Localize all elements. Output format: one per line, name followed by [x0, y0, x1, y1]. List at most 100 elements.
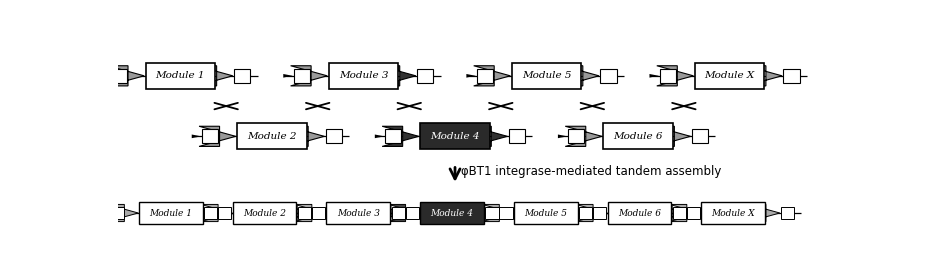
- Bar: [420, 202, 483, 224]
- Bar: [326, 129, 342, 143]
- Bar: [391, 207, 404, 219]
- Bar: [202, 129, 218, 143]
- Bar: [691, 129, 707, 143]
- Polygon shape: [424, 74, 433, 78]
- Bar: [237, 123, 307, 149]
- Polygon shape: [515, 134, 525, 138]
- Text: Module 3: Module 3: [336, 209, 379, 217]
- Polygon shape: [242, 74, 251, 78]
- Bar: [294, 69, 310, 83]
- Polygon shape: [332, 134, 343, 138]
- Text: φBT1 integrase-mediated tandem assembly: φBT1 integrase-mediated tandem assembly: [461, 165, 720, 178]
- Text: Module 2: Module 2: [243, 209, 286, 217]
- Polygon shape: [503, 211, 513, 215]
- Polygon shape: [199, 126, 235, 146]
- Bar: [599, 69, 615, 83]
- Bar: [498, 207, 512, 219]
- Text: Module 6: Module 6: [617, 209, 661, 217]
- Polygon shape: [375, 134, 384, 138]
- Text: Module 4: Module 4: [430, 132, 480, 141]
- Polygon shape: [381, 211, 391, 215]
- Polygon shape: [690, 211, 700, 215]
- Text: Module 1: Module 1: [156, 71, 205, 80]
- Polygon shape: [381, 126, 418, 146]
- Bar: [476, 69, 492, 83]
- Text: Module 2: Module 2: [247, 132, 296, 141]
- Bar: [297, 207, 311, 219]
- Bar: [417, 69, 433, 83]
- Polygon shape: [562, 66, 598, 86]
- Polygon shape: [790, 74, 800, 78]
- Text: Module 5: Module 5: [521, 71, 571, 80]
- Bar: [512, 63, 581, 89]
- Bar: [485, 207, 498, 219]
- Text: Module X: Module X: [704, 71, 754, 80]
- Polygon shape: [388, 204, 419, 222]
- Polygon shape: [410, 211, 419, 215]
- Polygon shape: [287, 126, 324, 146]
- Polygon shape: [379, 66, 415, 86]
- Bar: [783, 69, 799, 83]
- Polygon shape: [287, 211, 296, 215]
- Polygon shape: [100, 211, 110, 215]
- Polygon shape: [653, 126, 690, 146]
- Bar: [312, 207, 325, 219]
- Bar: [405, 207, 418, 219]
- Bar: [659, 69, 675, 83]
- Bar: [234, 69, 250, 83]
- Polygon shape: [669, 204, 700, 222]
- Polygon shape: [192, 134, 201, 138]
- Polygon shape: [473, 66, 510, 86]
- Bar: [326, 202, 390, 224]
- Text: Module 3: Module 3: [338, 71, 388, 80]
- Bar: [514, 202, 577, 224]
- Text: Module 6: Module 6: [613, 132, 662, 141]
- Bar: [579, 207, 592, 219]
- Polygon shape: [467, 204, 498, 222]
- Bar: [218, 207, 231, 219]
- Text: Module 5: Module 5: [524, 209, 566, 217]
- Polygon shape: [745, 66, 782, 86]
- Polygon shape: [283, 74, 293, 78]
- Polygon shape: [597, 211, 606, 215]
- Bar: [567, 129, 583, 143]
- Polygon shape: [662, 211, 671, 215]
- Polygon shape: [565, 126, 601, 146]
- Bar: [110, 207, 124, 219]
- Polygon shape: [475, 211, 484, 215]
- Bar: [607, 202, 671, 224]
- Polygon shape: [557, 134, 566, 138]
- Bar: [384, 129, 401, 143]
- Bar: [139, 202, 203, 224]
- Polygon shape: [607, 74, 616, 78]
- Bar: [602, 123, 672, 149]
- Polygon shape: [481, 204, 513, 222]
- Polygon shape: [699, 134, 708, 138]
- Polygon shape: [649, 74, 658, 78]
- Polygon shape: [222, 211, 232, 215]
- Bar: [110, 69, 126, 83]
- Text: Module 1: Module 1: [149, 209, 193, 217]
- Polygon shape: [194, 211, 203, 215]
- Bar: [204, 207, 217, 219]
- Text: Module X: Module X: [711, 209, 754, 217]
- Bar: [672, 207, 685, 219]
- Bar: [508, 129, 525, 143]
- Polygon shape: [784, 211, 794, 215]
- Polygon shape: [291, 66, 327, 86]
- Bar: [700, 202, 765, 224]
- Bar: [145, 63, 215, 89]
- Polygon shape: [748, 204, 779, 222]
- Text: Module 4: Module 4: [430, 209, 473, 217]
- Polygon shape: [654, 204, 685, 222]
- Polygon shape: [201, 204, 232, 222]
- Bar: [232, 202, 296, 224]
- Polygon shape: [108, 66, 144, 86]
- Polygon shape: [279, 204, 311, 222]
- Bar: [329, 63, 397, 89]
- Polygon shape: [196, 66, 232, 86]
- Polygon shape: [295, 204, 326, 222]
- Polygon shape: [107, 204, 138, 222]
- Polygon shape: [316, 211, 326, 215]
- Bar: [593, 207, 606, 219]
